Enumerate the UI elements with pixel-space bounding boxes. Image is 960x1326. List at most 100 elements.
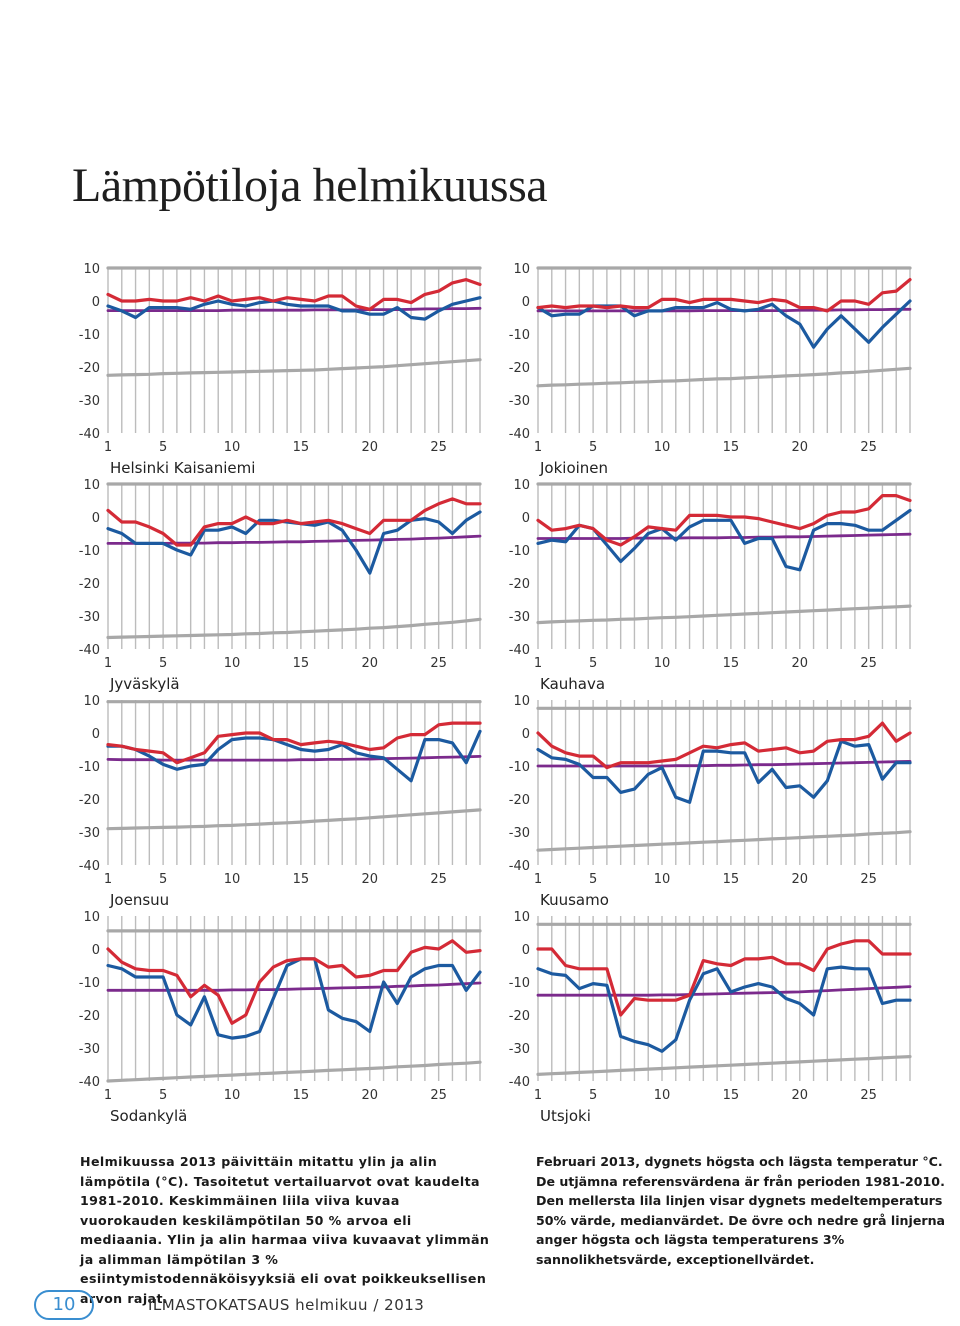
x-tick-label: 5	[159, 872, 167, 887]
chart-title: Sodankylä	[110, 1107, 187, 1125]
y-tick-label: -20	[79, 577, 100, 592]
x-tick-label: 1	[104, 1088, 112, 1103]
y-tick-label: -40	[79, 427, 100, 442]
x-tick-label: 1	[104, 440, 112, 455]
y-tick-label: 10	[513, 694, 530, 709]
x-tick-label: 1	[534, 656, 542, 671]
x-tick-label: 5	[589, 1088, 597, 1103]
y-tick-label: 0	[92, 295, 100, 310]
y-tick-label: -30	[79, 610, 100, 625]
y-tick-label: 10	[83, 910, 100, 925]
series-line-min-temperature	[536, 508, 912, 572]
y-tick-label: -10	[509, 976, 530, 991]
x-tick-label: 10	[224, 1088, 241, 1103]
y-tick-label: -30	[79, 394, 100, 409]
x-tick-label: 25	[860, 656, 877, 671]
series-line-min-temperature	[106, 296, 482, 321]
chart-panel: 10 0 -10 -20 -30 -40 1 5 10 15 20 25 Kauhava	[492, 472, 922, 693]
page-title: Lämpötiloja helmikuussa	[72, 159, 548, 212]
x-tick-label: 15	[723, 440, 740, 455]
y-tick-label: 0	[92, 727, 100, 742]
x-tick-label: 20	[792, 440, 809, 455]
series-line-max-temperature	[106, 278, 482, 311]
y-tick-label: -40	[509, 427, 530, 442]
series-line-max-temperature	[106, 721, 482, 765]
series-line-extreme-temperature	[536, 1055, 912, 1076]
y-tick-label: -20	[509, 361, 530, 376]
y-tick-label: 10	[513, 262, 530, 277]
x-tick-label: 10	[654, 656, 671, 671]
chart-title: Utsjoki	[540, 1107, 591, 1125]
x-tick-label: 20	[792, 872, 809, 887]
series-line-extreme-temperature	[536, 604, 912, 625]
y-tick-label: 10	[83, 478, 100, 493]
x-tick-label: 20	[362, 440, 379, 455]
x-tick-label: 15	[723, 1088, 740, 1103]
x-tick-label: 10	[654, 872, 671, 887]
x-tick-label: 25	[430, 872, 447, 887]
series-line-median-temperature	[536, 307, 912, 313]
x-tick-label: 25	[430, 1088, 447, 1103]
x-tick-label: 15	[723, 872, 740, 887]
y-tick-label: -10	[79, 976, 100, 991]
series-line-median-temperature	[536, 985, 912, 997]
x-tick-label: 15	[723, 656, 740, 671]
series-line-max-temperature	[536, 494, 912, 547]
x-tick-label: 20	[362, 872, 379, 887]
x-tick-label: 1	[534, 440, 542, 455]
y-tick-label: -20	[509, 1009, 530, 1024]
x-tick-label: 15	[293, 440, 310, 455]
series-line-min-temperature	[536, 965, 912, 1053]
x-tick-label: 25	[860, 1088, 877, 1103]
footer-page-number: 10	[34, 1290, 94, 1320]
series-line-median-temperature	[106, 306, 482, 312]
series-line-min-temperature	[106, 957, 482, 1040]
y-tick-label: -40	[509, 643, 530, 658]
y-tick-label: -30	[509, 826, 530, 841]
y-tick-label: -30	[509, 394, 530, 409]
series-line-median-temperature	[536, 760, 912, 768]
series-line-extreme-temperature	[536, 830, 912, 852]
x-tick-label: 20	[362, 1088, 379, 1103]
y-tick-label: 10	[83, 694, 100, 709]
caption-swedish: Februari 2013, dygnets högsta och lägsta…	[536, 1154, 946, 1267]
x-tick-label: 15	[293, 872, 310, 887]
series-line-extreme-temperature	[106, 358, 482, 377]
grid	[107, 268, 481, 433]
grid	[537, 268, 911, 433]
y-tick-label: -10	[509, 760, 530, 775]
chart-title: Jyväskylä	[109, 675, 180, 693]
x-tick-label: 5	[159, 440, 167, 455]
series-line-max-temperature	[106, 497, 482, 547]
chart-title: Helsinki Kaisaniemi	[110, 459, 255, 477]
y-tick-label: -40	[509, 859, 530, 874]
x-tick-label: 25	[860, 872, 877, 887]
y-tick-label: -20	[509, 793, 530, 808]
y-tick-label: -10	[79, 544, 100, 559]
y-tick-label: -20	[79, 1009, 100, 1024]
y-tick-label: 0	[92, 511, 100, 526]
chart-panel: 10 0 -10 -20 -30 -40 1 5 10 15 20 25 Sodankylä	[62, 904, 492, 1125]
caption-finnish: Helmikuussa 2013 päivittäin mitattu ylin…	[80, 1154, 490, 1306]
x-tick-label: 1	[104, 656, 112, 671]
x-tick-label: 10	[224, 872, 241, 887]
series-line-max-temperature	[536, 939, 912, 1017]
chart-title: Kauhava	[540, 675, 605, 693]
y-tick-label: 10	[83, 262, 100, 277]
y-tick-label: -20	[509, 577, 530, 592]
y-tick-label: 0	[522, 727, 530, 742]
x-tick-label: 25	[860, 440, 877, 455]
series-line-max-temperature	[536, 721, 912, 770]
x-tick-label: 20	[362, 656, 379, 671]
x-tick-label: 1	[534, 872, 542, 887]
y-tick-label: -20	[79, 361, 100, 376]
x-tick-label: 15	[293, 1088, 310, 1103]
grid	[107, 484, 481, 649]
y-tick-label: -40	[509, 1075, 530, 1090]
